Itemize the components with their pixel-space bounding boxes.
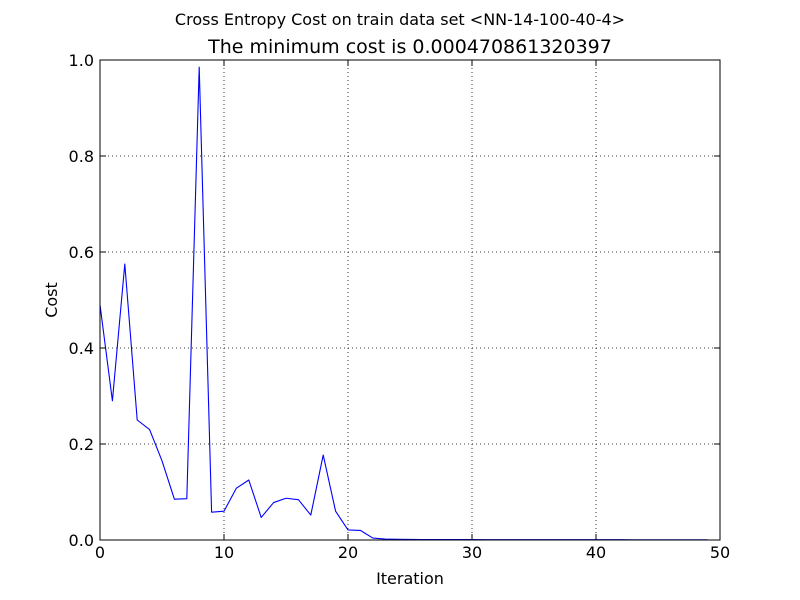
y-tick-label: 0.8: [69, 147, 94, 166]
x-tick-label: 30: [462, 543, 482, 562]
x-axis-label: Iteration: [376, 569, 444, 588]
y-axis-label: Cost: [42, 282, 61, 318]
y-tick-label: 0.2: [69, 435, 94, 454]
x-tick-label: 20: [338, 543, 358, 562]
plot-frame: [99, 59, 721, 541]
y-tick-label: 0.6: [69, 243, 94, 262]
y-tick-label: 0.0: [69, 531, 94, 550]
x-tick-label: 0: [95, 543, 105, 562]
series-line: [99, 66, 708, 541]
x-tick-label: 50: [710, 543, 730, 562]
chart-suptitle: Cross Entropy Cost on train data set <NN…: [175, 10, 625, 29]
y-tick-label: 1.0: [69, 51, 94, 70]
ticks: 0 10 20 30 40 50 0.0 0.2 0.4 0.6 0.8 1.0: [69, 51, 731, 562]
y-tick-label: 0.4: [69, 339, 94, 358]
series-layer: [99, 66, 708, 541]
x-tick-label: 40: [586, 543, 606, 562]
chart-title: The minimum cost is 0.000470861320397: [207, 36, 612, 58]
x-tick-label: 10: [214, 543, 234, 562]
